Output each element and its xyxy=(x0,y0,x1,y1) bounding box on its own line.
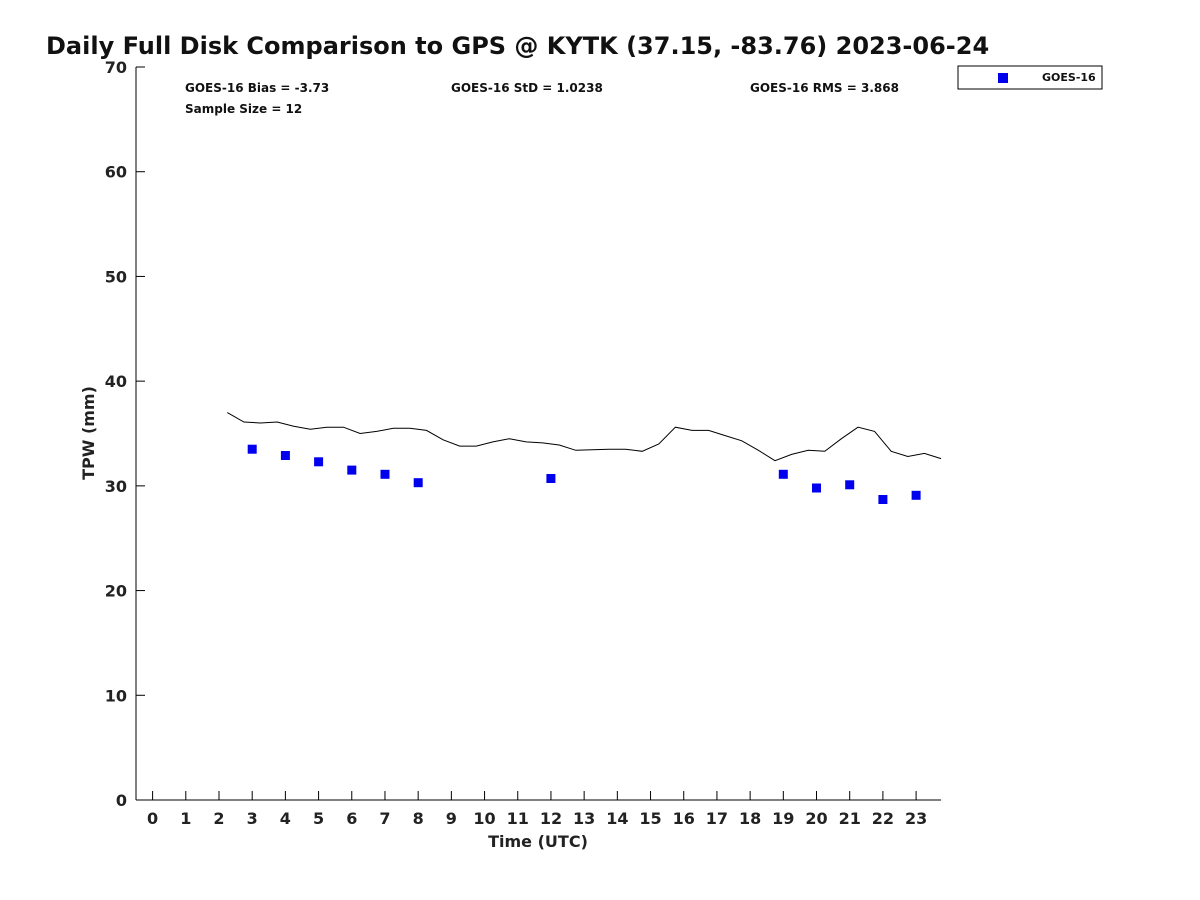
bias-stat: GOES-16 Bias = -3.73 xyxy=(185,81,329,95)
goes-16-point xyxy=(380,469,390,479)
goes-16-point xyxy=(878,495,888,504)
x-tick-label: 9 xyxy=(446,809,457,828)
legend-label: GOES-16 xyxy=(1042,71,1096,84)
goes-16-point xyxy=(812,483,821,493)
rms-stat: GOES-16 RMS = 3.868 xyxy=(750,81,899,95)
y-tick-label: 70 xyxy=(105,58,127,77)
y-tick-label: 0 xyxy=(116,791,127,810)
x-tick-label: 21 xyxy=(839,809,861,828)
x-tick-label: 12 xyxy=(540,809,562,828)
legend-marker xyxy=(998,73,1008,83)
goes-16-point xyxy=(314,457,324,467)
x-tick-label: 0 xyxy=(147,809,158,828)
x-tick-label: 16 xyxy=(673,809,695,828)
x-tick-label: 7 xyxy=(379,809,390,828)
x-tick-label: 3 xyxy=(247,809,258,828)
plot-series xyxy=(227,412,942,504)
goes-16-point xyxy=(778,469,788,479)
goes-16-points xyxy=(247,444,921,504)
x-tick-label: 15 xyxy=(639,809,661,828)
goes-16-point xyxy=(347,465,357,475)
goes-16-point xyxy=(546,474,556,483)
x-ticks: 0 1 2 3 4 5 6 7 8 9 10 11 12 13 14 15 16 17 18 19 20 21 22 23 xyxy=(147,791,927,828)
y-ticks: 0 10 20 30 40 50 60 70 xyxy=(105,58,145,810)
x-tick-label: 19 xyxy=(772,809,794,828)
goes-16-point xyxy=(845,480,855,490)
x-tick-label: 20 xyxy=(805,809,827,828)
goes-16-point xyxy=(911,490,921,500)
x-tick-label: 18 xyxy=(739,809,761,828)
y-axis-label: TPW (mm) xyxy=(79,386,98,480)
y-tick-label: 20 xyxy=(105,582,127,601)
y-tick-label: 60 xyxy=(105,163,127,182)
y-tick-label: 40 xyxy=(105,372,127,391)
x-tick-label: 23 xyxy=(905,809,927,828)
x-tick-label: 8 xyxy=(413,809,424,828)
x-tick-label: 1 xyxy=(180,809,191,828)
x-tick-label: 11 xyxy=(507,809,529,828)
std-stat: GOES-16 StD = 1.0238 xyxy=(451,81,603,95)
goes-16-point xyxy=(280,451,290,460)
legend: GOES-16 xyxy=(957,65,1103,90)
goes-16-point xyxy=(247,444,257,454)
x-tick-label: 4 xyxy=(280,809,291,828)
x-axis-label: Time (UTC) xyxy=(488,832,588,851)
x-tick-label: 17 xyxy=(706,809,728,828)
goes-16-point xyxy=(413,478,423,488)
x-tick-label: 2 xyxy=(213,809,224,828)
y-tick-label: 10 xyxy=(105,686,127,705)
x-tick-label: 13 xyxy=(573,809,595,828)
legend-box xyxy=(957,65,1103,90)
sample-size-stat: Sample Size = 12 xyxy=(185,102,302,116)
chart-title: Daily Full Disk Comparison to GPS @ KYTK… xyxy=(46,32,989,60)
x-tick-label: 6 xyxy=(346,809,357,828)
x-tick-label: 22 xyxy=(872,809,894,828)
gps-reference-line xyxy=(227,412,942,462)
x-tick-label: 5 xyxy=(313,809,324,828)
x-tick-label: 14 xyxy=(606,809,628,828)
y-tick-label: 50 xyxy=(105,267,127,286)
y-tick-label: 30 xyxy=(105,477,127,496)
x-tick-label: 10 xyxy=(473,809,495,828)
